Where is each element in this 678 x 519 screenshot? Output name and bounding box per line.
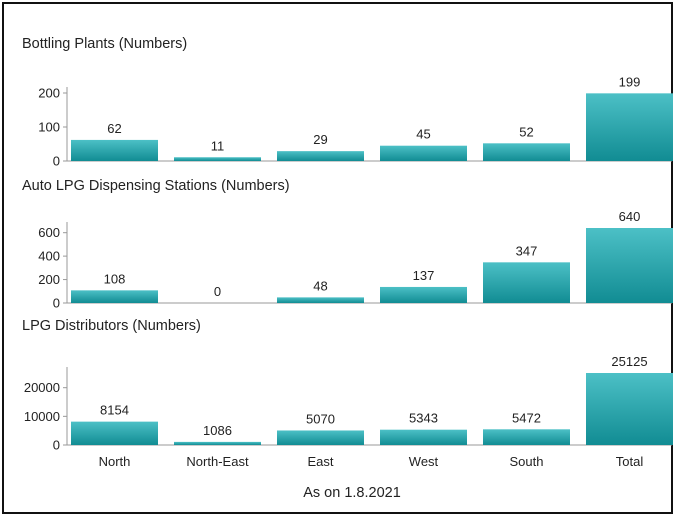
data-label: 1086 xyxy=(203,423,232,438)
x-tick-label: West xyxy=(409,454,439,469)
data-label: 640 xyxy=(619,209,641,224)
data-label: 11 xyxy=(211,138,225,153)
y-tick-label: 400 xyxy=(38,249,60,264)
y-tick-label: 0 xyxy=(53,438,60,453)
bar-total xyxy=(586,373,673,445)
data-label: 137 xyxy=(413,268,435,283)
data-label: 5070 xyxy=(306,411,335,426)
data-label: 25125 xyxy=(611,354,647,369)
bar-north xyxy=(71,139,158,161)
y-tick-label: 200 xyxy=(38,86,60,101)
data-label: 29 xyxy=(313,132,327,147)
data-label: 5343 xyxy=(409,411,438,426)
y-tick-label: 0 xyxy=(53,154,60,169)
bar-north xyxy=(71,421,158,445)
bar-west xyxy=(380,145,467,161)
data-label: 347 xyxy=(516,243,538,258)
data-label: 0 xyxy=(214,284,221,299)
x-tick-label: Total xyxy=(616,454,644,469)
chart-title: Auto LPG Dispensing Stations (Numbers) xyxy=(22,178,290,194)
bar-north-east xyxy=(174,441,261,445)
data-label: 45 xyxy=(416,127,430,142)
bar-chart-2: Auto LPG Dispensing Stations (Numbers) 0 2… xyxy=(22,178,673,311)
charts-svg: Bottling Plants (Numbers) 0 100 200 62 11 29 45… xyxy=(22,36,673,501)
data-label: 8154 xyxy=(100,403,129,418)
bar-south xyxy=(483,143,570,161)
bar-west xyxy=(380,286,467,303)
footnote: As on 1.8.2021 xyxy=(303,485,401,501)
data-label: 52 xyxy=(519,124,533,139)
bar-west xyxy=(380,429,467,445)
y-tick-label: 600 xyxy=(38,225,60,240)
y-tick-label: 20000 xyxy=(24,380,60,395)
y-tick-label: 0 xyxy=(53,296,60,311)
bar-east xyxy=(277,151,364,161)
bar-east xyxy=(277,430,364,445)
bar-total xyxy=(586,228,673,303)
chart-title: Bottling Plants (Numbers) xyxy=(22,36,187,52)
data-label: 5472 xyxy=(512,410,541,425)
data-label: 108 xyxy=(104,271,126,286)
bar-south xyxy=(483,429,570,445)
y-tick-label: 200 xyxy=(38,272,60,287)
bar-north-east xyxy=(174,157,261,161)
y-tick-label: 100 xyxy=(38,120,60,135)
bar-chart-3: LPG Distributors (Numbers) 0 10000 20000 815… xyxy=(22,318,673,469)
bar-south xyxy=(483,262,570,303)
bar-north xyxy=(71,290,158,303)
bar-total xyxy=(586,93,673,161)
bar-east xyxy=(277,297,364,303)
x-tick-label: East xyxy=(307,454,333,469)
data-label: 62 xyxy=(107,121,121,136)
data-label: 199 xyxy=(619,74,641,89)
x-tick-label: North-East xyxy=(186,454,249,469)
bar-chart-1: Bottling Plants (Numbers) 0 100 200 62 11 29 45… xyxy=(22,36,673,169)
x-tick-label: North xyxy=(99,454,131,469)
data-label: 48 xyxy=(313,278,327,293)
y-tick-label: 10000 xyxy=(24,409,60,424)
chart-title: LPG Distributors (Numbers) xyxy=(22,318,201,334)
chart-frame: Bottling Plants (Numbers) 0 100 200 62 11 29 45… xyxy=(2,2,673,514)
x-tick-label: South xyxy=(510,454,544,469)
